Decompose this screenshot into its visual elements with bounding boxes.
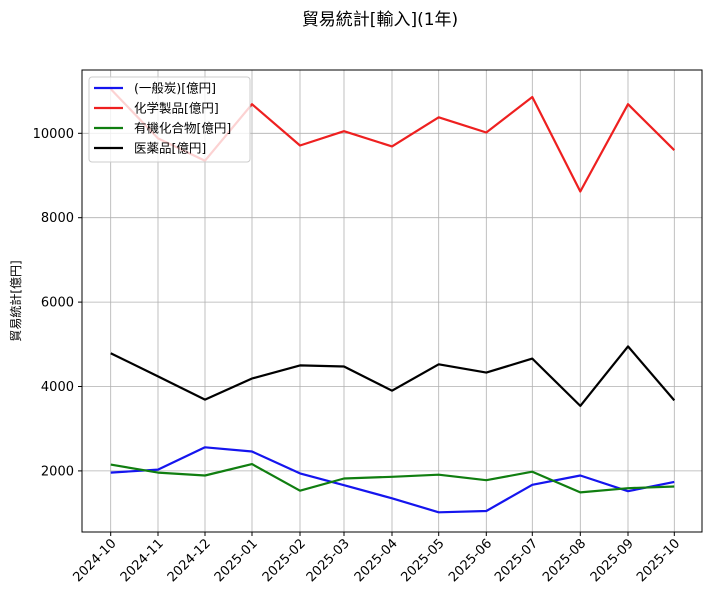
x-tick-label: 2025-02	[260, 536, 309, 585]
legend-label: (一般炭)[億円]	[134, 81, 216, 96]
legend-label: 有機化合物[億円]	[134, 121, 231, 136]
x-tick-label: 2025-10	[634, 536, 683, 585]
y-tick-label: 6000	[41, 296, 74, 311]
chart-title: 貿易統計[輸入](1年)	[302, 10, 458, 30]
legend-label: 医薬品[億円]	[134, 141, 206, 156]
y-tick-label: 8000	[41, 211, 74, 226]
series-line	[110, 446, 675, 514]
x-tick-label: 2024-11	[118, 536, 167, 585]
series-lines	[109, 88, 676, 514]
x-tick-label: 2025-04	[352, 536, 401, 585]
y-tick-label: 10000	[33, 127, 74, 142]
x-tick-label: 2025-07	[492, 536, 541, 585]
x-tick-label: 2025-09	[588, 536, 637, 585]
series-line	[110, 345, 676, 407]
series-line	[110, 463, 675, 494]
x-axis: 2024-102024-112024-122025-012025-022025-…	[71, 532, 683, 585]
x-tick-label: 2024-12	[165, 536, 214, 585]
legend-label: 化学製品[億円]	[134, 101, 219, 116]
y-tick-label: 2000	[41, 464, 74, 479]
x-tick-label: 2025-01	[212, 536, 261, 585]
x-tick-label: 2025-08	[540, 536, 589, 585]
y-axis: 2000 4000 6000 8000 10000	[33, 127, 82, 479]
x-tick-label: 2025-03	[304, 536, 353, 585]
legend: (一般炭)[億円] 化学製品[億円] 有機化合物[億円] 医薬品[億円]	[88, 76, 251, 163]
legend-box	[88, 76, 251, 163]
grid-lines	[82, 70, 702, 532]
y-axis-label: 貿易統計[億円]	[8, 260, 23, 341]
x-tick-label: 2025-06	[446, 536, 495, 585]
x-tick-label: 2025-05	[399, 536, 448, 585]
y-tick-label: 4000	[41, 380, 74, 395]
x-tick-label: 2024-10	[71, 536, 120, 585]
